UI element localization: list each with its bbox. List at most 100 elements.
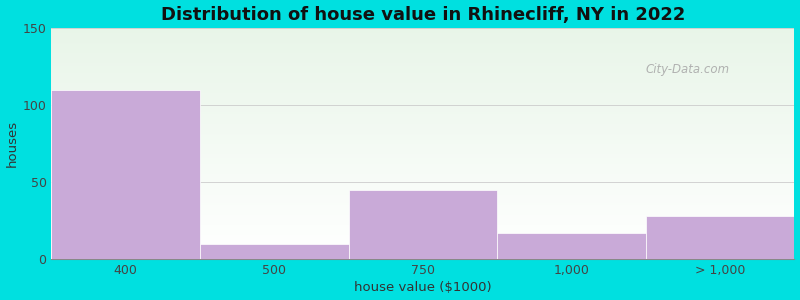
Bar: [51, 179, 794, 180]
Bar: [51, 190, 794, 191]
Bar: [51, 157, 794, 158]
Bar: [51, 180, 794, 181]
Bar: [51, 230, 794, 231]
Bar: [51, 68, 794, 69]
Bar: [349, 190, 498, 260]
Bar: [51, 171, 794, 172]
Text: City-Data.com: City-Data.com: [646, 63, 730, 76]
Bar: [51, 105, 794, 106]
Bar: [51, 101, 794, 102]
Bar: [51, 147, 794, 148]
Bar: [51, 181, 794, 182]
Bar: [51, 52, 794, 53]
Bar: [51, 31, 794, 32]
Bar: [51, 221, 794, 222]
Bar: [51, 243, 794, 244]
Bar: [51, 72, 794, 73]
Bar: [51, 87, 794, 88]
Bar: [51, 164, 794, 165]
Bar: [51, 235, 794, 236]
Bar: [51, 161, 794, 162]
Bar: [51, 60, 794, 61]
Bar: [51, 234, 794, 235]
Bar: [51, 251, 794, 252]
Bar: [51, 150, 794, 151]
Bar: [498, 233, 646, 260]
Bar: [51, 34, 794, 35]
Bar: [51, 174, 794, 175]
Bar: [51, 245, 794, 246]
Bar: [51, 201, 794, 202]
Bar: [51, 239, 794, 240]
Bar: [51, 30, 794, 31]
Bar: [51, 214, 794, 215]
Bar: [51, 134, 794, 135]
Bar: [51, 153, 794, 154]
Bar: [51, 86, 794, 87]
Bar: [51, 176, 794, 177]
Bar: [51, 67, 794, 68]
Bar: [51, 61, 794, 62]
Bar: [51, 242, 794, 243]
Bar: [646, 216, 794, 260]
Bar: [51, 108, 794, 109]
Bar: [51, 232, 794, 233]
Bar: [51, 215, 794, 216]
Bar: [51, 193, 794, 194]
Bar: [51, 206, 794, 207]
Bar: [51, 217, 794, 218]
Bar: [51, 210, 794, 211]
Bar: [51, 160, 794, 161]
Bar: [51, 92, 794, 93]
Bar: [51, 248, 794, 249]
Bar: [51, 99, 794, 100]
Bar: [51, 205, 794, 206]
Bar: [51, 203, 794, 204]
Bar: [51, 29, 794, 30]
Bar: [51, 212, 794, 213]
Bar: [51, 168, 794, 169]
Bar: [51, 219, 794, 220]
Bar: [51, 74, 794, 75]
Bar: [51, 126, 794, 127]
Bar: [51, 127, 794, 128]
X-axis label: house value ($1000): house value ($1000): [354, 281, 492, 294]
Bar: [51, 241, 794, 242]
Bar: [51, 122, 794, 123]
Bar: [51, 170, 794, 171]
Bar: [51, 257, 794, 258]
Bar: [51, 53, 794, 54]
Bar: [51, 189, 794, 190]
Bar: [51, 131, 794, 132]
Bar: [51, 94, 794, 95]
Bar: [51, 156, 794, 157]
Bar: [51, 89, 794, 90]
Bar: [51, 182, 794, 183]
Bar: [51, 142, 794, 143]
Bar: [51, 42, 794, 43]
Bar: [51, 233, 794, 234]
Bar: [51, 140, 794, 141]
Bar: [51, 81, 794, 82]
Bar: [51, 56, 794, 57]
Bar: [51, 158, 794, 159]
Bar: [51, 45, 794, 46]
Bar: [51, 109, 794, 110]
Bar: [51, 149, 794, 150]
Bar: [51, 36, 794, 37]
Bar: [51, 258, 794, 259]
Bar: [51, 55, 794, 56]
Bar: [51, 222, 794, 223]
Bar: [51, 51, 794, 52]
Bar: [51, 200, 794, 201]
Bar: [51, 198, 794, 199]
Bar: [51, 191, 794, 192]
Bar: [51, 146, 794, 147]
Bar: [51, 154, 794, 155]
Bar: [51, 106, 794, 107]
Bar: [51, 177, 794, 178]
Bar: [51, 249, 794, 250]
Bar: [51, 186, 794, 187]
Bar: [51, 141, 794, 142]
Bar: [51, 138, 794, 139]
